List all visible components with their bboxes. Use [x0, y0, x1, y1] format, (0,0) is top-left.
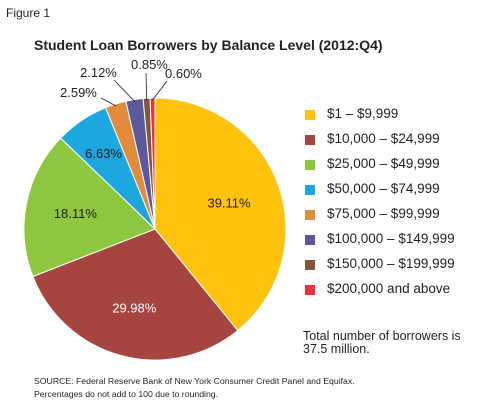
leader-line [100, 97, 117, 107]
legend-swatch [305, 260, 315, 270]
slice-label: 2.12% [80, 65, 117, 80]
slice-label: 2.59% [60, 85, 97, 100]
leader-line [145, 72, 148, 101]
legend-label: $1 – $9,999 [327, 106, 399, 121]
pie-slice [23, 137, 156, 278]
legend-swatch [305, 160, 315, 170]
leader-line [152, 80, 168, 101]
slice-label: 6.63% [85, 146, 122, 161]
legend-label: $25,000 – $49,999 [327, 156, 440, 171]
rounding-note: Percentages do not add to 100 due to rou… [34, 389, 219, 399]
legend-swatch [305, 185, 315, 195]
legend-label: $10,000 – $24,999 [327, 131, 440, 146]
legend-swatch [305, 210, 315, 220]
pie-slice [154, 97, 287, 332]
slice-label: 39.11% [207, 196, 251, 211]
slice-label: 18.11% [54, 206, 98, 221]
slice-labels: 39.11% 29.98% 18.11% 6.63% 2.59% 2.12% 0.85%0.… [54, 57, 251, 316]
legend-swatch [305, 235, 315, 245]
pie-slices [23, 97, 287, 361]
legend-label: $100,000 – $149,999 [327, 231, 455, 246]
pie-slice [149, 97, 156, 230]
slice-label: 0.60% [165, 66, 202, 81]
slice-label: 29.98% [112, 301, 157, 316]
source-line: SOURCE: Federal Reserve Bank of New York… [34, 376, 355, 386]
total-note: Total number of borrowers is 37.5 millio… [303, 329, 461, 356]
legend-swatch [305, 285, 315, 295]
legend-label: $50,000 – $74,999 [327, 181, 440, 196]
figure-label: Figure 1 [6, 6, 51, 20]
chart-title: Student Loan Borrowers by Balance Level … [34, 37, 383, 53]
legend-label: $150,000 – $199,999 [327, 256, 455, 271]
legend-swatch [305, 135, 315, 145]
source-note: SOURCE: Federal Reserve Bank of New York… [34, 375, 494, 401]
legend-swatch [305, 110, 315, 120]
legend-label: $75,000 – $99,999 [327, 206, 440, 221]
legend-label: $200,000 and above [327, 281, 451, 296]
pie-slice [32, 228, 239, 361]
leader-lines [100, 72, 168, 107]
leader-line [113, 79, 136, 102]
slice-label: 0.85% [131, 57, 168, 72]
